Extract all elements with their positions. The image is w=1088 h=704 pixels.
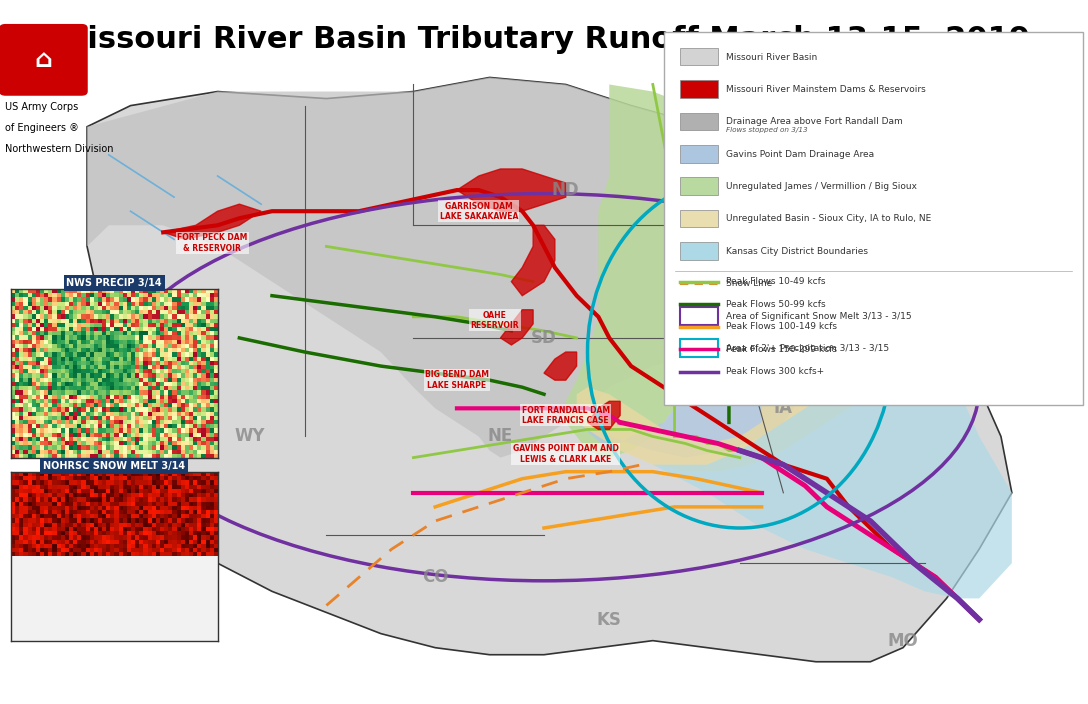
Text: CO: CO [422,568,448,586]
Text: Area of Significant Snow Melt 3/13 - 3/15: Area of Significant Snow Melt 3/13 - 3/1… [726,312,912,320]
Text: FORT PECK DAM
& RESERVOIR: FORT PECK DAM & RESERVOIR [177,233,247,253]
Polygon shape [566,84,740,458]
Text: US Army Corps: US Army Corps [5,102,78,112]
Text: Peak Flows 100-149 kcfs: Peak Flows 100-149 kcfs [726,322,837,331]
Text: Unregulated James / Vermillion / Big Sioux: Unregulated James / Vermillion / Big Sio… [726,182,917,191]
Text: SD: SD [531,329,557,347]
Text: Kansas City District Boundaries: Kansas City District Boundaries [726,247,868,256]
Polygon shape [163,204,261,239]
Text: Area of 2'+ Precipitation 3/13 - 3/15: Area of 2'+ Precipitation 3/13 - 3/15 [726,344,889,353]
FancyBboxPatch shape [680,242,718,260]
Text: NE: NE [487,427,514,446]
Text: IA: IA [774,399,793,417]
Text: Missouri River Basin: Missouri River Basin [726,53,817,61]
Text: of Engineers ®: of Engineers ® [5,123,79,133]
Polygon shape [511,225,555,296]
Text: Gavins Point Dam Drainage Area: Gavins Point Dam Drainage Area [726,150,874,158]
Text: WY: WY [235,427,265,446]
Text: ND: ND [552,181,580,199]
Text: GARRISON DAM
LAKE SAKAKAWEA: GARRISON DAM LAKE SAKAKAWEA [440,201,518,221]
Text: Snow Line: Snow Line [726,279,772,288]
FancyBboxPatch shape [680,210,718,227]
Title: NOHRSC SNOW MELT 3/14: NOHRSC SNOW MELT 3/14 [44,461,185,471]
Text: ⌂: ⌂ [35,48,52,72]
Polygon shape [500,310,533,345]
FancyBboxPatch shape [664,32,1083,405]
Text: GAVINS POINT DAM AND
LEWIS & CLARK LAKE: GAVINS POINT DAM AND LEWIS & CLARK LAKE [512,444,619,464]
FancyBboxPatch shape [680,145,718,163]
Polygon shape [653,338,1012,598]
Polygon shape [544,352,577,380]
Polygon shape [457,169,566,211]
Text: MN: MN [714,343,744,361]
Text: MT: MT [193,301,221,319]
Text: Flows stopped on 3/13: Flows stopped on 3/13 [726,127,807,133]
FancyBboxPatch shape [680,48,718,65]
Polygon shape [577,317,794,458]
Text: Missouri River Mainstem Dams & Reservoirs: Missouri River Mainstem Dams & Reservoir… [726,85,926,94]
Text: OAHE
RESERVOIR: OAHE RESERVOIR [471,310,519,330]
Title: NWS PRECIP 3/14: NWS PRECIP 3/14 [66,278,162,288]
Polygon shape [577,317,903,472]
FancyBboxPatch shape [680,113,718,130]
Text: Peak Flows 150-299 kcfs: Peak Flows 150-299 kcfs [726,345,837,353]
Polygon shape [87,77,892,458]
Text: BIG BEND DAM
LAKE SHARPE: BIG BEND DAM LAKE SHARPE [425,370,489,390]
Text: Peak Flows 10-49 kcfs: Peak Flows 10-49 kcfs [726,277,825,286]
Text: Drainage Area above Fort Randall Dam: Drainage Area above Fort Randall Dam [726,118,902,126]
Text: Northwestern Division: Northwestern Division [5,144,114,154]
Text: Peak Flows 300 kcfs+: Peak Flows 300 kcfs+ [726,367,824,376]
Text: Peak Flows 50-99 kcfs: Peak Flows 50-99 kcfs [726,300,826,308]
Text: MO: MO [888,631,918,650]
Text: FORT RANDALL DAM
LAKE FRANCIS CASE: FORT RANDALL DAM LAKE FRANCIS CASE [522,406,609,425]
FancyBboxPatch shape [0,25,87,95]
Polygon shape [87,77,1012,662]
Polygon shape [588,401,620,429]
FancyBboxPatch shape [680,177,718,195]
FancyBboxPatch shape [680,80,718,98]
Text: KS: KS [597,610,621,629]
Text: Unregulated Basin - Sioux City, IA to Rulo, NE: Unregulated Basin - Sioux City, IA to Ru… [726,215,931,223]
Text: Missouri River Basin Tributary Runoff March 13-15, 2019: Missouri River Basin Tributary Runoff Ma… [58,25,1030,54]
